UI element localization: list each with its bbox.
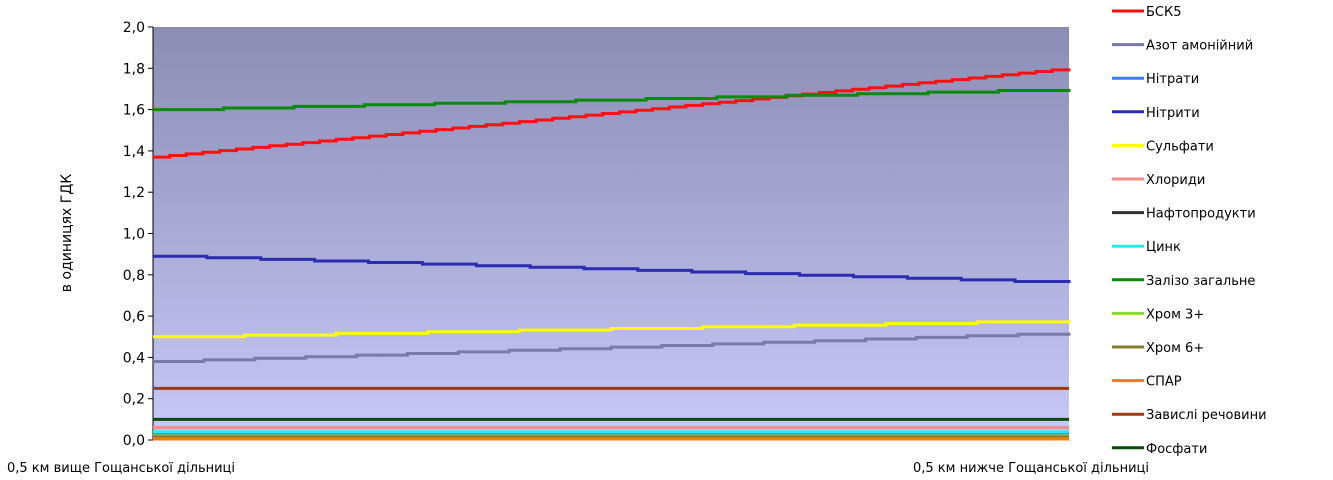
legend-item: Нітрити <box>1112 106 1200 121</box>
legend-item: Завислі речовини <box>1112 408 1267 423</box>
legend-label: Хлориди <box>1146 173 1205 188</box>
y-axis-title: в одиницях ГДК <box>59 174 75 292</box>
y-tick-label: 0,8 <box>123 268 145 284</box>
y-tick-label: 1,8 <box>123 61 145 77</box>
y-tick-label: 0,0 <box>123 433 145 449</box>
y-tick-label: 1,6 <box>123 103 145 119</box>
legend-label: Сульфати <box>1146 139 1214 154</box>
y-tick-label: 1,4 <box>123 144 145 160</box>
legend-label: Фосфати <box>1146 442 1207 457</box>
y-ticks: 0,0 0,2 0,4 0,6 0,8 1,0 1,2 1,4 1,6 1,8 2,0 <box>123 20 153 449</box>
legend-item: Сульфати <box>1112 139 1214 154</box>
legend-item: Фосфати <box>1112 442 1207 457</box>
legend-item: Хром 3+ <box>1112 307 1204 322</box>
legend-item: Азот амонійний <box>1112 39 1253 54</box>
series-line-8 <box>153 88 1071 112</box>
series-line-4 <box>153 320 1071 339</box>
legend-item: СПАР <box>1112 375 1182 390</box>
legend-item: Хлориди <box>1112 173 1205 188</box>
y-tick-label: 0,2 <box>123 392 145 408</box>
legend-label: Нітрати <box>1146 72 1199 87</box>
series-line-3 <box>153 254 1071 284</box>
y-tick-label: 1,0 <box>123 227 145 243</box>
series-line-0 <box>153 68 1071 159</box>
legend-item: Цинк <box>1112 240 1181 255</box>
legend-item: Нафтопродукти <box>1112 207 1256 222</box>
legend-label: Завислі речовини <box>1146 408 1267 423</box>
legend-label: Азот амонійний <box>1146 39 1253 54</box>
plot-area <box>153 27 1069 440</box>
legend-item: Хром 6+ <box>1112 341 1204 356</box>
legend-label: Нітрити <box>1146 106 1200 121</box>
series-lines <box>153 68 1071 441</box>
y-tick-label: 1,2 <box>123 185 145 201</box>
legend-label: Хром 6+ <box>1146 341 1204 356</box>
legend-label: Цинк <box>1146 240 1181 255</box>
x-category-label-downstream: 0,5 км нижче Гощанської дільниці <box>913 461 1149 476</box>
x-category-label-upstream: 0,5 км вище Гощанської дільниці <box>7 461 235 476</box>
legend-label: БСК5 <box>1146 5 1182 20</box>
legend-label: СПАР <box>1146 375 1182 390</box>
y-tick-label: 0,6 <box>123 309 145 325</box>
legend-label: Залізо загальне <box>1146 274 1255 289</box>
series-line-1 <box>153 332 1071 363</box>
legend: БСК5 Азот амонійний Нітрати Нітрити Сульфати… <box>1112 5 1267 457</box>
y-tick-label: 2,0 <box>123 20 145 36</box>
legend-item: Нітрати <box>1112 72 1199 87</box>
legend-label: Хром 3+ <box>1146 307 1204 322</box>
y-tick-label: 0,4 <box>123 350 145 366</box>
legend-item: Залізо загальне <box>1112 274 1255 289</box>
legend-item: БСК5 <box>1112 5 1182 20</box>
legend-label: Нафтопродукти <box>1146 207 1256 222</box>
